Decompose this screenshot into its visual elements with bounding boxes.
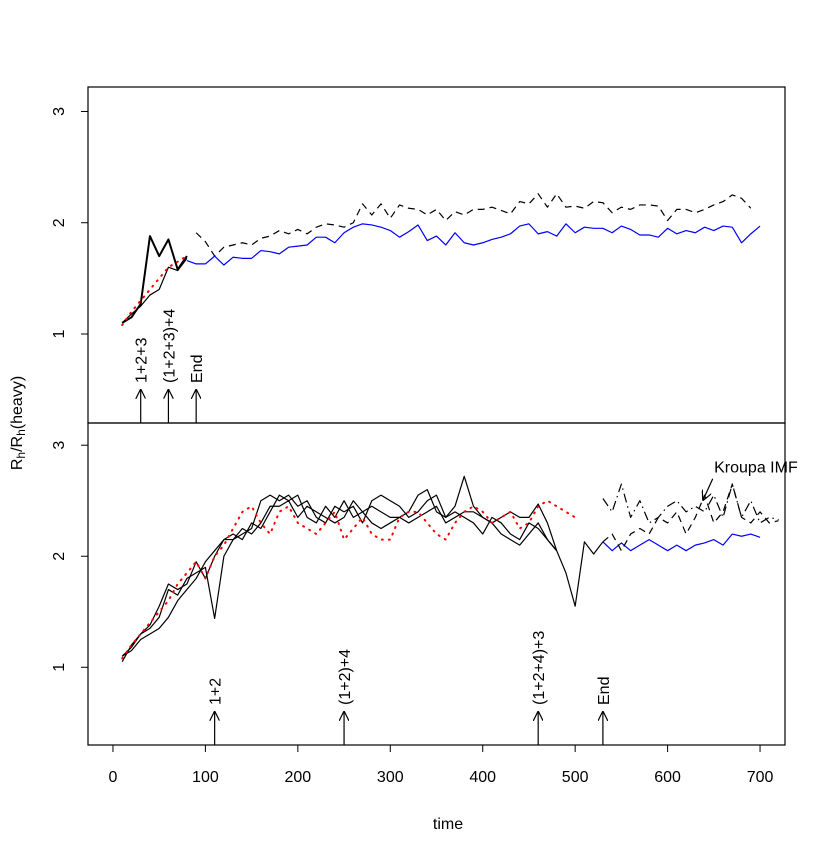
data-line <box>195 193 752 257</box>
x-tick-label: 100 <box>192 769 219 786</box>
pointer-arrow <box>703 478 714 501</box>
x-tick-label: 0 <box>109 769 118 786</box>
x-tick-label: 200 <box>284 769 311 786</box>
event-label: End <box>189 355 206 383</box>
y-tick-label: 2 <box>51 218 68 227</box>
event-label: (1+2)+4 <box>337 649 354 705</box>
data-line <box>602 483 779 524</box>
x-tick-label: 300 <box>377 769 404 786</box>
event-label: (1+2+3)+4 <box>161 309 178 383</box>
data-line <box>121 475 604 663</box>
x-tick-label: 700 <box>747 769 774 786</box>
x-axis-title: time <box>433 816 463 833</box>
data-line <box>121 255 188 327</box>
plot-frame <box>87 422 786 746</box>
x-tick-label: 400 <box>469 769 496 786</box>
data-line <box>121 235 188 324</box>
y-tick-label: 1 <box>51 329 68 338</box>
event-label: 1+2 <box>208 678 225 705</box>
y-axis-title-part: (heavy) <box>9 376 26 429</box>
y-axis-title: Rh/Rh(heavy) <box>9 376 28 470</box>
y-tick-label: 2 <box>51 552 68 561</box>
x-tick-label: 600 <box>654 769 681 786</box>
pointer-label: Kroupa IMF <box>714 460 798 477</box>
data-line <box>121 500 558 657</box>
y-axis-title-part: h <box>14 452 28 459</box>
event-label: End <box>596 677 613 705</box>
y-axis-title-part: R <box>9 459 26 471</box>
data-line <box>121 499 577 660</box>
y-axis-title-part: h <box>14 429 28 436</box>
data-line <box>602 483 779 552</box>
data-line <box>186 223 761 266</box>
data-line <box>121 489 558 657</box>
y-axis-title-part: /R <box>9 436 26 452</box>
event-label: (1+2+4)+3 <box>531 631 548 705</box>
data-line <box>602 533 761 552</box>
data-line <box>121 257 188 324</box>
x-tick-label: 500 <box>562 769 589 786</box>
y-tick-label: 3 <box>51 107 68 116</box>
y-tick-label: 3 <box>51 441 68 450</box>
event-label: 1+2+3 <box>134 338 151 383</box>
y-tick-label: 1 <box>51 663 68 672</box>
